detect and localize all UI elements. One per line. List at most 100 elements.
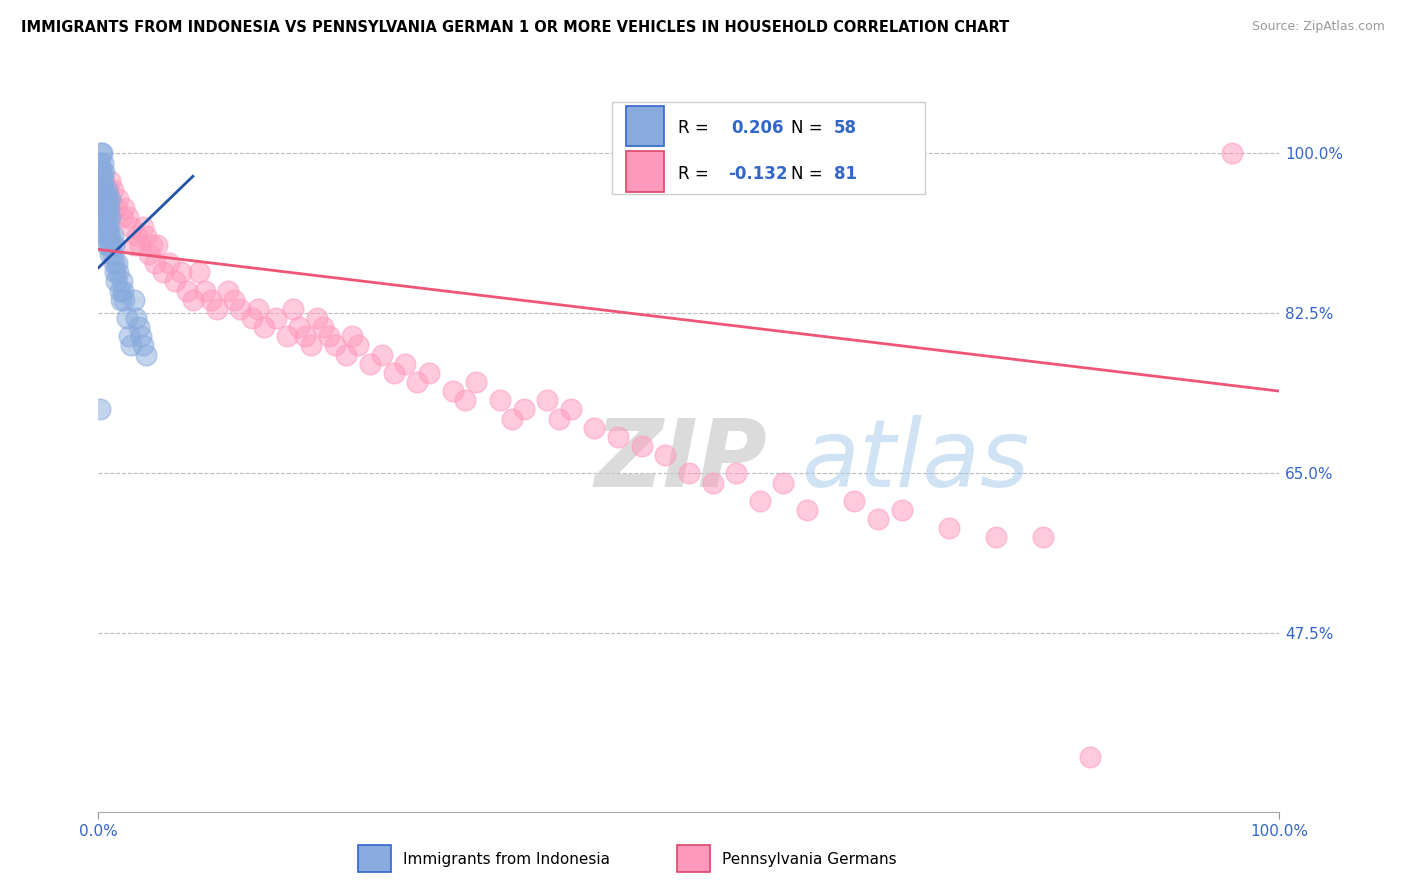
Text: N =: N =	[790, 164, 827, 183]
Text: 58: 58	[834, 119, 858, 136]
Point	[125, 311, 148, 326]
Point	[335, 347, 357, 362]
Point	[93, 183, 115, 197]
Point	[176, 284, 198, 298]
Point	[91, 146, 114, 161]
Point	[240, 311, 263, 326]
Point	[702, 475, 724, 490]
Point	[748, 494, 770, 508]
Point	[560, 402, 582, 417]
Point	[418, 366, 440, 380]
Point	[98, 247, 121, 261]
Point	[536, 393, 558, 408]
Point	[1080, 749, 1102, 764]
Point	[112, 284, 135, 298]
Point	[312, 320, 335, 334]
Point	[152, 265, 174, 279]
Point	[194, 284, 217, 298]
Point	[94, 228, 117, 243]
Point	[93, 202, 115, 216]
Point	[96, 237, 118, 252]
Point	[90, 183, 112, 197]
Point	[138, 247, 160, 261]
Text: Immigrants from Indonesia: Immigrants from Indonesia	[404, 852, 610, 867]
Point	[97, 183, 120, 197]
Point	[129, 329, 152, 343]
Text: Source: ZipAtlas.com: Source: ZipAtlas.com	[1251, 20, 1385, 33]
Point	[181, 293, 204, 307]
Point	[96, 183, 118, 197]
FancyBboxPatch shape	[678, 845, 710, 872]
Point	[105, 275, 128, 289]
Point	[1220, 146, 1243, 161]
FancyBboxPatch shape	[359, 845, 391, 872]
Point	[89, 402, 111, 417]
Point	[107, 265, 129, 279]
Point	[100, 237, 122, 252]
Point	[89, 174, 111, 188]
Point	[323, 338, 346, 352]
Point	[122, 237, 145, 252]
Point	[359, 357, 381, 371]
FancyBboxPatch shape	[626, 152, 664, 192]
Point	[98, 219, 121, 234]
Point	[143, 256, 166, 270]
Point	[135, 228, 157, 243]
Point	[98, 202, 121, 216]
Point	[111, 275, 134, 289]
Point	[101, 183, 124, 197]
Point	[103, 256, 125, 270]
Point	[108, 284, 131, 298]
Point	[122, 293, 145, 307]
Point	[253, 320, 276, 334]
Point	[938, 521, 960, 535]
Point	[607, 430, 630, 444]
Point	[246, 301, 269, 316]
Point	[170, 265, 193, 279]
Point	[117, 211, 139, 225]
Point	[121, 219, 143, 234]
Point	[465, 375, 488, 389]
Point	[115, 311, 138, 326]
Point	[132, 338, 155, 352]
Text: IMMIGRANTS FROM INDONESIA VS PENNSYLVANIA GERMAN 1 OR MORE VEHICLES IN HOUSEHOLD: IMMIGRANTS FROM INDONESIA VS PENNSYLVANI…	[21, 20, 1010, 35]
Point	[97, 228, 120, 243]
Point	[128, 237, 150, 252]
Point	[583, 421, 606, 435]
Point	[91, 174, 114, 188]
Point	[104, 265, 127, 279]
Point	[299, 338, 322, 352]
Point	[453, 393, 475, 408]
Point	[101, 247, 124, 261]
Point	[111, 211, 134, 225]
Point	[105, 202, 128, 216]
Point	[654, 448, 676, 462]
Point	[93, 174, 115, 188]
Point	[93, 164, 115, 178]
Point	[121, 338, 143, 352]
Point	[96, 202, 118, 216]
Point	[347, 338, 370, 352]
Point	[165, 275, 187, 289]
Point	[224, 293, 246, 307]
Point	[382, 366, 405, 380]
Point	[187, 265, 209, 279]
Point	[866, 512, 889, 526]
Point	[135, 347, 157, 362]
Point	[984, 530, 1007, 544]
Point	[1032, 530, 1054, 544]
Point	[205, 301, 228, 316]
Point	[105, 256, 128, 270]
Point	[107, 192, 129, 206]
Text: atlas: atlas	[801, 415, 1029, 506]
Point	[93, 219, 115, 234]
Point	[294, 329, 316, 343]
Point	[98, 237, 121, 252]
Point	[217, 284, 239, 298]
Point	[97, 211, 120, 225]
Text: -0.132: -0.132	[728, 164, 787, 183]
Text: N =: N =	[790, 119, 827, 136]
Text: ZIP: ZIP	[595, 415, 768, 507]
Point	[200, 293, 222, 307]
Point	[91, 202, 114, 216]
